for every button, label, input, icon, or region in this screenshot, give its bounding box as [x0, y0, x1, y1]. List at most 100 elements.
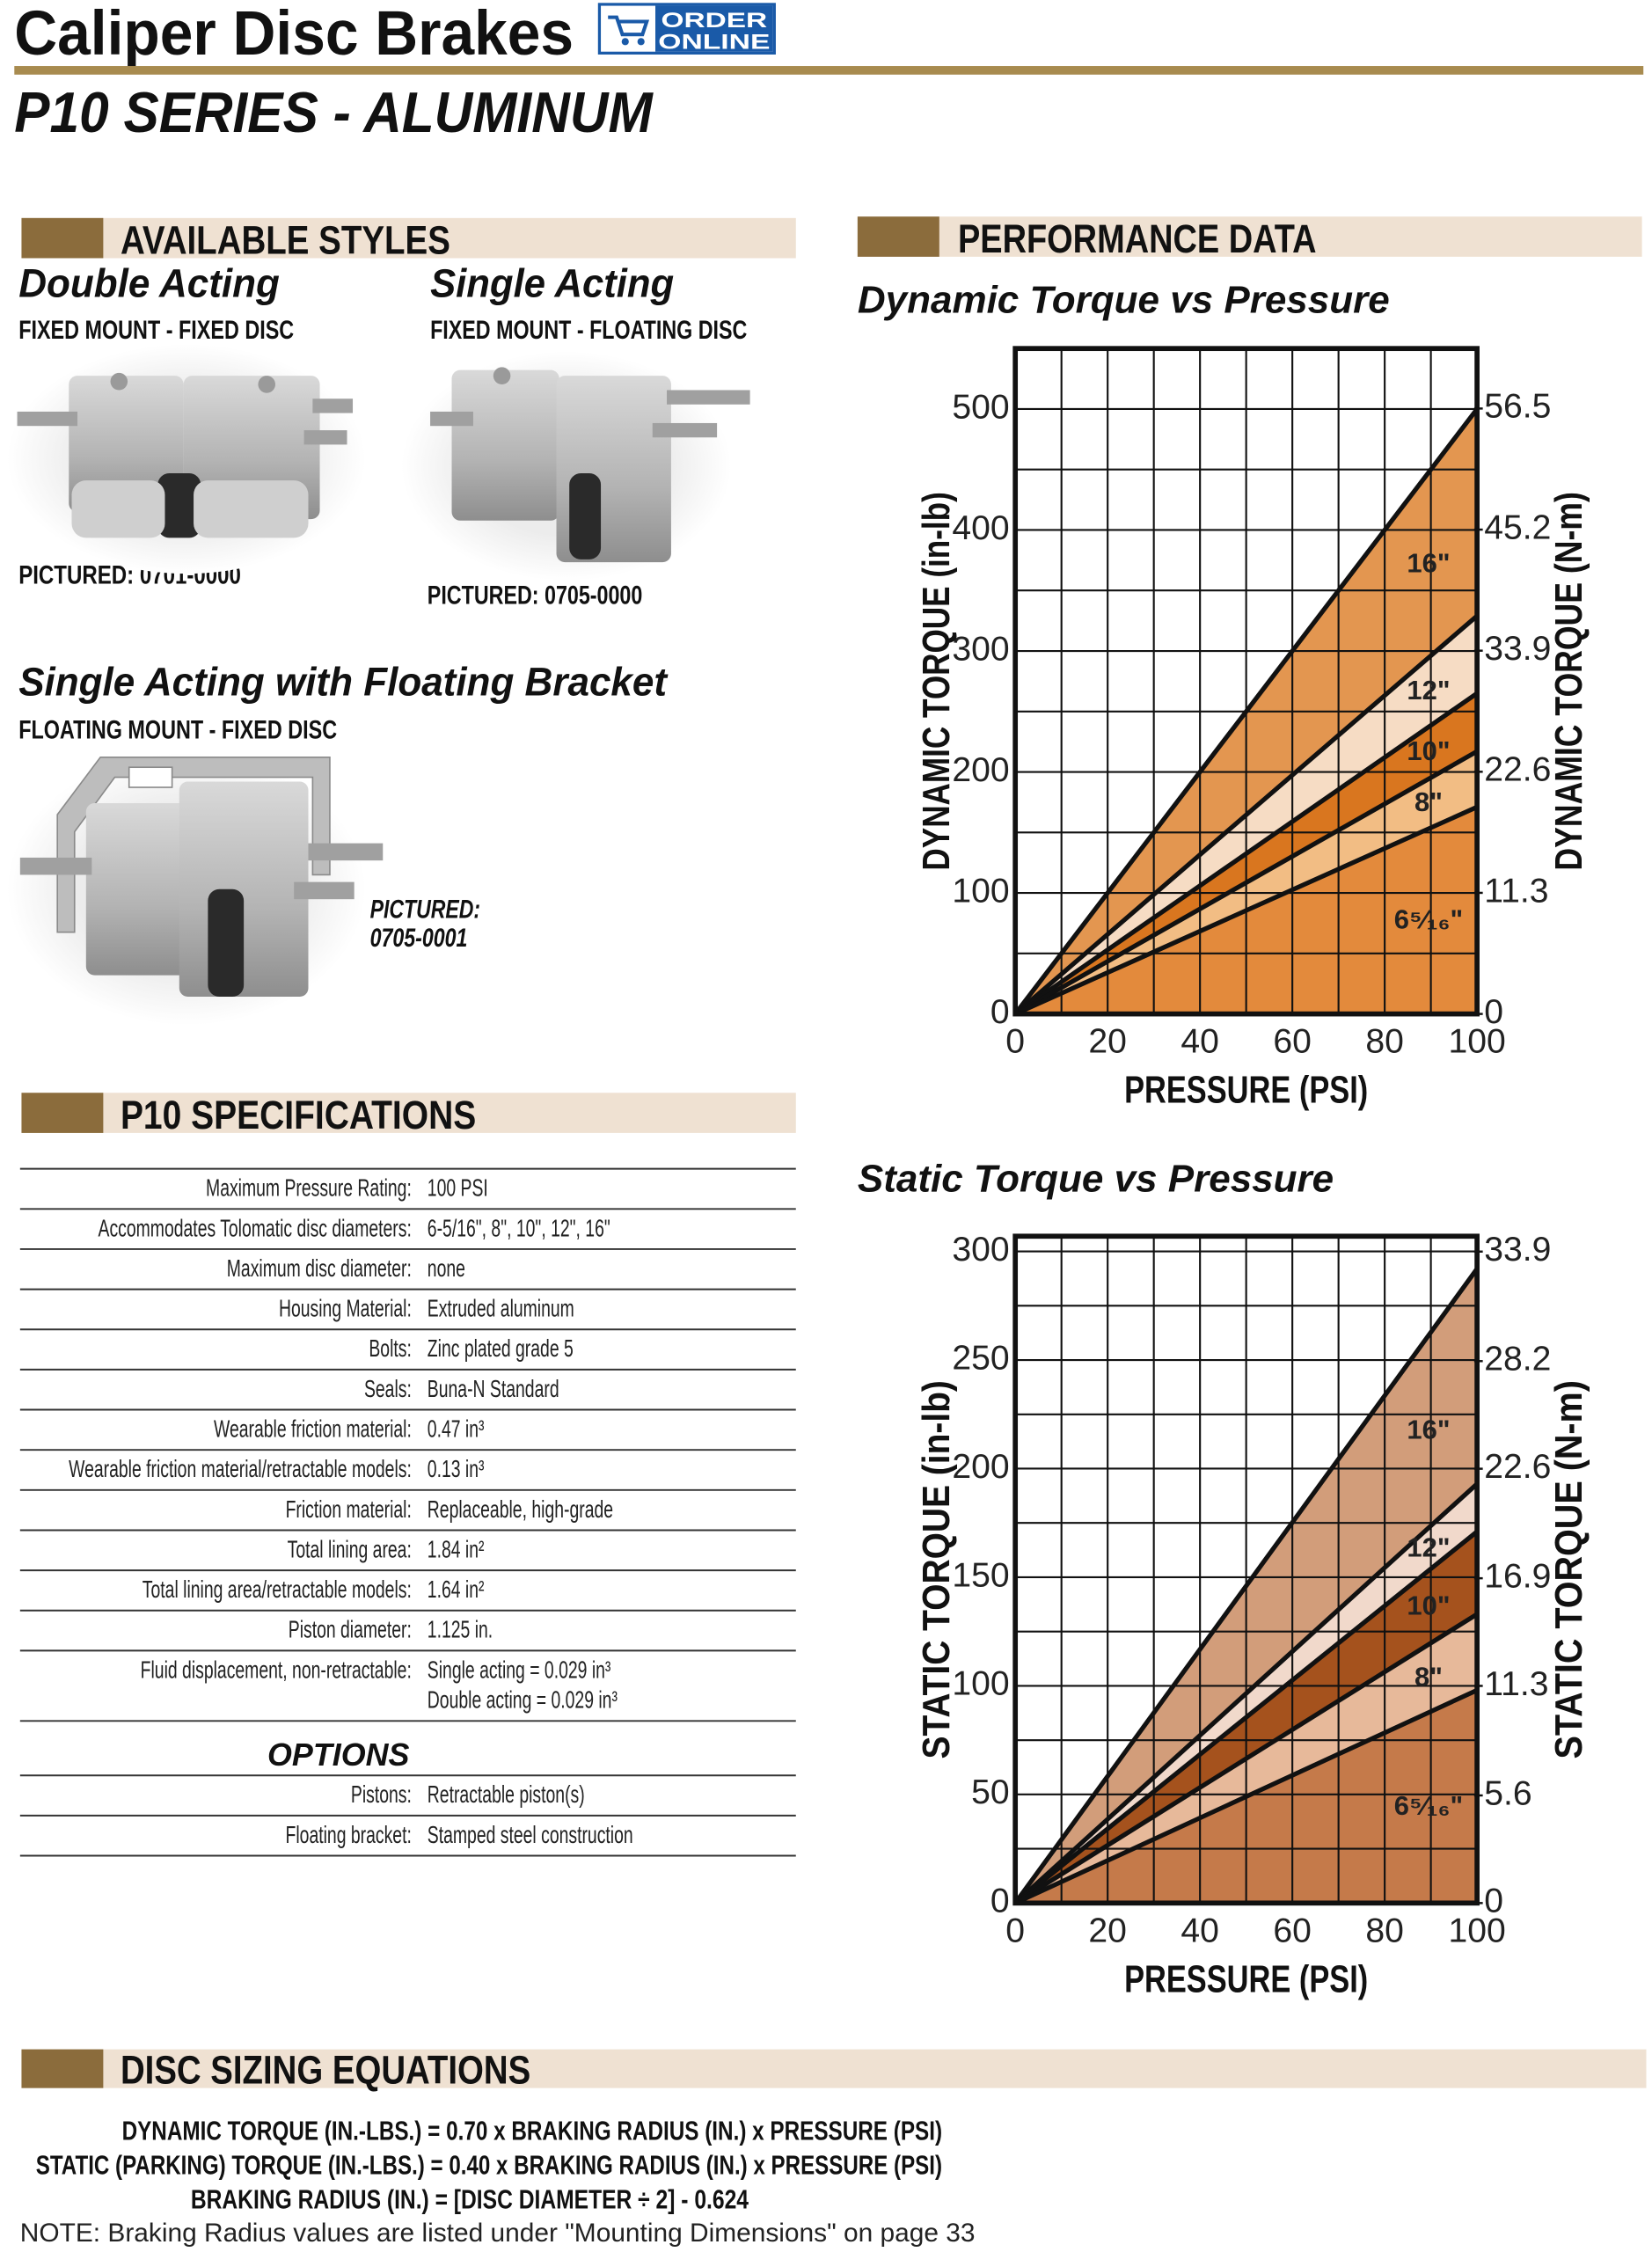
order-online-badge[interactable]: ORDER ONLINE [597, 3, 776, 55]
style-name: Double Acting [18, 260, 280, 305]
y-tick-label: 50 [971, 1773, 1010, 1811]
band-label: 12" [1407, 675, 1450, 706]
x-tick-label: 0 [1005, 1912, 1025, 1949]
series-line [1013, 749, 1479, 1016]
series-line [1013, 614, 1479, 1016]
series-line [1013, 407, 1480, 1016]
y-tick-label: 100 [952, 1665, 1009, 1703]
y2-tick-label: 45.2 [1484, 508, 1551, 546]
x-tick-label: 40 [1181, 1912, 1219, 1949]
style-name: Single Acting [430, 260, 674, 305]
y-axis-label: DYNAMIC TORQUE (in-lb) [915, 492, 958, 870]
spec-value: 100 PSI [428, 1174, 488, 1202]
spec-value: none [428, 1255, 465, 1283]
spec-value: Replaceable, high-grade [428, 1495, 613, 1523]
spec-label: Maximum disc diameter: [227, 1255, 412, 1283]
series-line [1013, 1267, 1480, 1905]
spec-label: Maximum Pressure Rating: [206, 1174, 412, 1202]
spec-value: 1.125 in. [428, 1616, 493, 1643]
equation: BRAKING RADIUS (IN.) = [DISC DIAMETER ÷ … [191, 2184, 749, 2215]
spec-value: 0.13 in³ [428, 1456, 485, 1483]
spec-value: 1.84 in² [428, 1536, 485, 1563]
y-tick-label: 500 [952, 388, 1009, 426]
badge-text[interactable]: ONLINE [658, 30, 770, 54]
band-label: 16" [1407, 548, 1450, 579]
x-tick-label: 0 [1005, 1023, 1025, 1061]
band-label: 12" [1407, 1532, 1450, 1562]
series-line [1013, 691, 1479, 1016]
series-line [1014, 1687, 1479, 1905]
style-mount: FIXED MOUNT - FLOATING DISC [430, 316, 747, 345]
section-heading: PERFORMANCE DATA [958, 216, 1317, 261]
y2-tick-label: 11.3 [1484, 872, 1548, 910]
y-tick-label: 250 [952, 1339, 1009, 1377]
style-mount: FIXED MOUNT - FIXED DISC [18, 316, 294, 345]
x-axis-label: PRESSURE (PSI) [1124, 1957, 1368, 2000]
band-label: 6⁵⁄₁₆" [1394, 1790, 1464, 1821]
spec-value: Single acting = 0.029 in³ [428, 1656, 611, 1684]
spec-value: 0.47 in³ [428, 1415, 485, 1443]
equation: DYNAMIC TORQUE (IN.-LBS.) = 0.70 x BRAKI… [122, 2115, 942, 2146]
y2-tick-label: 5.6 [1484, 1774, 1531, 1812]
spec-label: Total lining area/retractable models: [143, 1576, 412, 1604]
plot-frame [1012, 1233, 1480, 1906]
band-label: 16" [1407, 1415, 1450, 1445]
style-name: Single Acting with Floating Bracket [18, 660, 669, 705]
x-tick-label: 100 [1448, 1912, 1505, 1949]
options-heading: OPTIONS [267, 1737, 409, 1773]
chart-title: Dynamic Torque vs Pressure [858, 278, 1390, 321]
section-heading: AVAILABLE STYLES [121, 218, 450, 263]
spec-value: 6-5/16", 8", 10", 12", 16" [428, 1215, 610, 1242]
spec-value: Zinc plated grade 5 [428, 1335, 574, 1363]
band-label: 8" [1414, 786, 1443, 817]
series-line [1013, 1530, 1479, 1905]
x-tick-label: 20 [1088, 1023, 1127, 1061]
spec-label: Pistons: [351, 1781, 412, 1809]
series-line [1013, 1612, 1479, 1905]
note: NOTE: Braking Radius values are listed u… [20, 2219, 976, 2248]
y2-tick-label: 0 [1484, 1883, 1503, 1920]
y-tick-label: 100 [952, 872, 1009, 910]
y2-tick-label: 33.9 [1484, 630, 1551, 668]
y2-tick-label: 28.2 [1484, 1341, 1551, 1378]
y-tick-label: 400 [952, 509, 1009, 547]
y2-tick-label: 22.6 [1484, 1448, 1551, 1486]
y2-tick-label: 56.5 [1484, 388, 1551, 426]
x-tick-label: 60 [1273, 1023, 1312, 1061]
page-title: Caliper Disc Brakes [14, 0, 574, 69]
spec-value: Buna-N Standard [428, 1376, 559, 1403]
spec-value: Extruded aluminum [428, 1295, 574, 1322]
section-bar [21, 1093, 796, 1133]
product-photo [401, 351, 750, 581]
spec-label: Floating bracket: [286, 1822, 412, 1849]
spec-label: Housing Material: [279, 1295, 412, 1322]
section-heading: P10 SPECIFICATIONS [121, 1093, 476, 1137]
y2-tick-label: 16.9 [1484, 1557, 1551, 1595]
spec-label: Wearable friction material: [214, 1415, 412, 1443]
y2-tick-label: 33.9 [1484, 1231, 1551, 1269]
style-mount: FLOATING MOUNT - FIXED DISC [18, 716, 337, 745]
y-tick-label: 300 [952, 1231, 1009, 1269]
band-label: 8" [1414, 1661, 1443, 1692]
spec-value: Stamped steel construction [428, 1822, 633, 1849]
x-tick-label: 40 [1181, 1023, 1219, 1061]
y2-tick-label: 0 [1484, 993, 1503, 1031]
y2-axis-label: DYNAMIC TORQUE (N-m) [1547, 492, 1590, 870]
y-tick-label: 150 [952, 1556, 1009, 1594]
subtitle: P10 SERIES - ALUMINUM [14, 80, 654, 144]
y2-axis-label: STATIC TORQUE (N-m) [1547, 1380, 1590, 1758]
x-tick-label: 60 [1273, 1912, 1312, 1949]
spec-label: Accommodates Tolomatic disc diameters: [99, 1215, 412, 1242]
pictured-part: 0705-0001 [370, 924, 468, 953]
y-tick-label: 200 [952, 1448, 1009, 1486]
y-axis-label: STATIC TORQUE (in-lb) [915, 1380, 958, 1758]
section-bar [21, 217, 796, 259]
y-tick-label: 200 [952, 751, 1009, 789]
x-axis-label: PRESSURE (PSI) [1124, 1069, 1368, 1112]
badge-text[interactable]: ORDER [662, 9, 768, 33]
series-line [1014, 805, 1479, 1016]
spec-label: Piston diameter: [289, 1616, 412, 1643]
product-photo [7, 344, 366, 574]
